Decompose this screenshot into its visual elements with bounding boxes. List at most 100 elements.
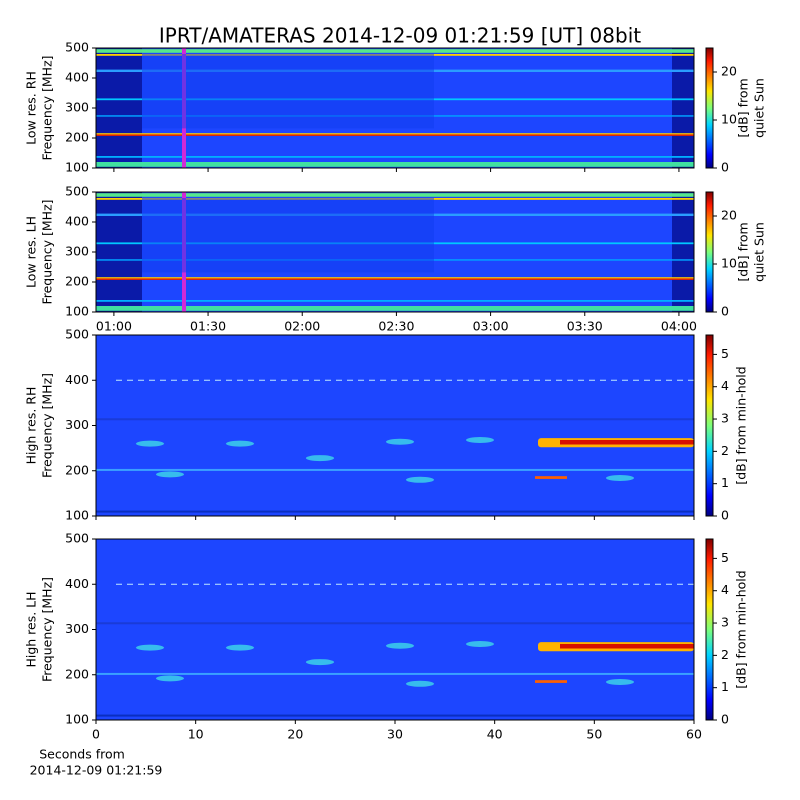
colorbar xyxy=(705,334,714,517)
chart-title: IPRT/AMATERAS 2014-12-09 01:21:59 [UT] 0… xyxy=(159,24,641,48)
colorbar-tick-label: 2 xyxy=(721,647,729,662)
heatmap-blob xyxy=(156,675,184,682)
colorbar-tick-label: 4 xyxy=(721,378,729,393)
heatmap-background xyxy=(96,539,694,720)
y-tick-label: 400 xyxy=(65,214,89,229)
colorbar-label: [dB] from xyxy=(736,222,751,281)
heatmap-blob xyxy=(466,640,494,647)
y-tick-label: 300 xyxy=(65,100,89,115)
colorbar-tick-label: 3 xyxy=(721,615,729,630)
x-tick-label: 30 xyxy=(387,727,403,742)
y-axis-label: Frequency [MHz] xyxy=(40,55,55,160)
heatmap-edge xyxy=(672,192,694,312)
x-tick-label: 02:30 xyxy=(378,319,414,334)
x-tick-label: 50 xyxy=(586,727,602,742)
colorbar-tick-label: 0 xyxy=(721,304,729,319)
y-tick-label: 500 xyxy=(65,40,89,55)
heatmap-stripe xyxy=(96,162,694,167)
heatmap-blob xyxy=(306,455,334,462)
colorbar-tick-label: 3 xyxy=(721,411,729,426)
colorbar-tick-label: 0 xyxy=(721,712,729,727)
x-tick-label: 20 xyxy=(287,727,303,742)
heatmap-background xyxy=(96,335,694,516)
colorbar-tick-label: 20 xyxy=(721,64,737,79)
heatmap-blob xyxy=(156,471,184,478)
colorbar-tick-label: 4 xyxy=(721,582,729,597)
heatmap-blob xyxy=(606,678,634,685)
y-tick-label: 400 xyxy=(65,70,89,85)
y-tick-label: 500 xyxy=(65,184,89,199)
colorbar-tick-label: 2 xyxy=(721,443,729,458)
heatmap-region xyxy=(142,54,434,129)
colorbar-label: quiet Sun xyxy=(752,78,767,138)
y-tick-label: 300 xyxy=(65,417,89,432)
y-axis-label: Low res. LH xyxy=(24,216,39,288)
heatmap-edge xyxy=(672,48,694,168)
colorbar-tick-label: 0 xyxy=(721,160,729,175)
heatmap-stripe xyxy=(96,510,694,513)
colorbar xyxy=(705,47,714,169)
colorbar-label: quiet Sun xyxy=(752,222,767,282)
colorbar xyxy=(705,191,714,313)
y-tick-label: 100 xyxy=(65,712,89,727)
y-axis-label: High res. LH xyxy=(24,591,39,667)
y-axis-label: Low res. RH xyxy=(24,71,39,145)
colorbar-tick-label: 10 xyxy=(721,256,737,271)
colorbar-tick-label: 20 xyxy=(721,208,737,223)
heatmap-stripe xyxy=(96,193,694,197)
x-tick-label: 40 xyxy=(487,727,503,742)
colorbar-label: [dB] from min-hold xyxy=(734,570,749,688)
y-axis-label: Frequency [MHz] xyxy=(40,373,55,478)
y-tick-label: 400 xyxy=(65,372,89,387)
x-tick-label: 04:00 xyxy=(661,319,697,334)
heatmap-stripe xyxy=(96,468,694,471)
heatmap-blob xyxy=(606,474,634,481)
heatmap-blob xyxy=(466,436,494,443)
colorbar-label: [dB] from min-hold xyxy=(734,366,749,484)
y-axis-label: Frequency [MHz] xyxy=(40,577,55,682)
colorbar xyxy=(705,538,714,721)
heatmap-stripe xyxy=(96,306,694,311)
heatmap-edge xyxy=(96,192,142,312)
heatmap-blob xyxy=(226,644,254,651)
y-tick-label: 300 xyxy=(65,244,89,259)
heatmap-stripe xyxy=(96,418,694,421)
colorbar-tick-label: 5 xyxy=(721,550,729,565)
heatmap-blob xyxy=(406,476,434,483)
heatmap-blob xyxy=(386,438,414,445)
heatmap-stripe xyxy=(96,134,694,136)
x-tick-label: 01:00 xyxy=(96,319,132,334)
x-tick-label: 02:00 xyxy=(284,319,320,334)
heatmap-stripe xyxy=(96,672,694,675)
x-tick-label: 03:30 xyxy=(567,319,603,334)
colorbar-tick-label: 1 xyxy=(721,475,729,490)
colorbar-tick-label: 1 xyxy=(721,679,729,694)
y-tick-label: 100 xyxy=(65,304,89,319)
x-tick-label: 10 xyxy=(188,727,204,742)
x-axis-label: 2014-12-09 01:21:59 xyxy=(30,763,163,778)
y-tick-label: 200 xyxy=(65,274,89,289)
heatmap-blob xyxy=(386,642,414,649)
y-tick-label: 400 xyxy=(65,576,89,591)
y-tick-label: 100 xyxy=(65,160,89,175)
y-tick-label: 500 xyxy=(65,327,89,342)
heatmap-burst xyxy=(535,680,567,683)
y-tick-label: 500 xyxy=(65,531,89,546)
colorbar-label: [dB] from xyxy=(736,78,751,137)
heatmap-burst xyxy=(535,476,567,479)
heatmap-edge xyxy=(96,48,142,168)
heatmap-stripe xyxy=(96,278,694,280)
heatmap-stripe xyxy=(96,49,694,53)
heatmap-blob xyxy=(226,440,254,447)
heatmap-blob xyxy=(306,659,334,666)
heatmap-region xyxy=(142,198,434,273)
heatmap-stripe xyxy=(96,714,694,717)
x-axis-label: Seconds from xyxy=(39,747,125,762)
x-tick-label: 03:00 xyxy=(473,319,509,334)
colorbar-tick-label: 0 xyxy=(721,508,729,523)
x-tick-label: 60 xyxy=(686,727,702,742)
colorbar-tick-label: 5 xyxy=(721,346,729,361)
heatmap-burst xyxy=(560,643,694,649)
